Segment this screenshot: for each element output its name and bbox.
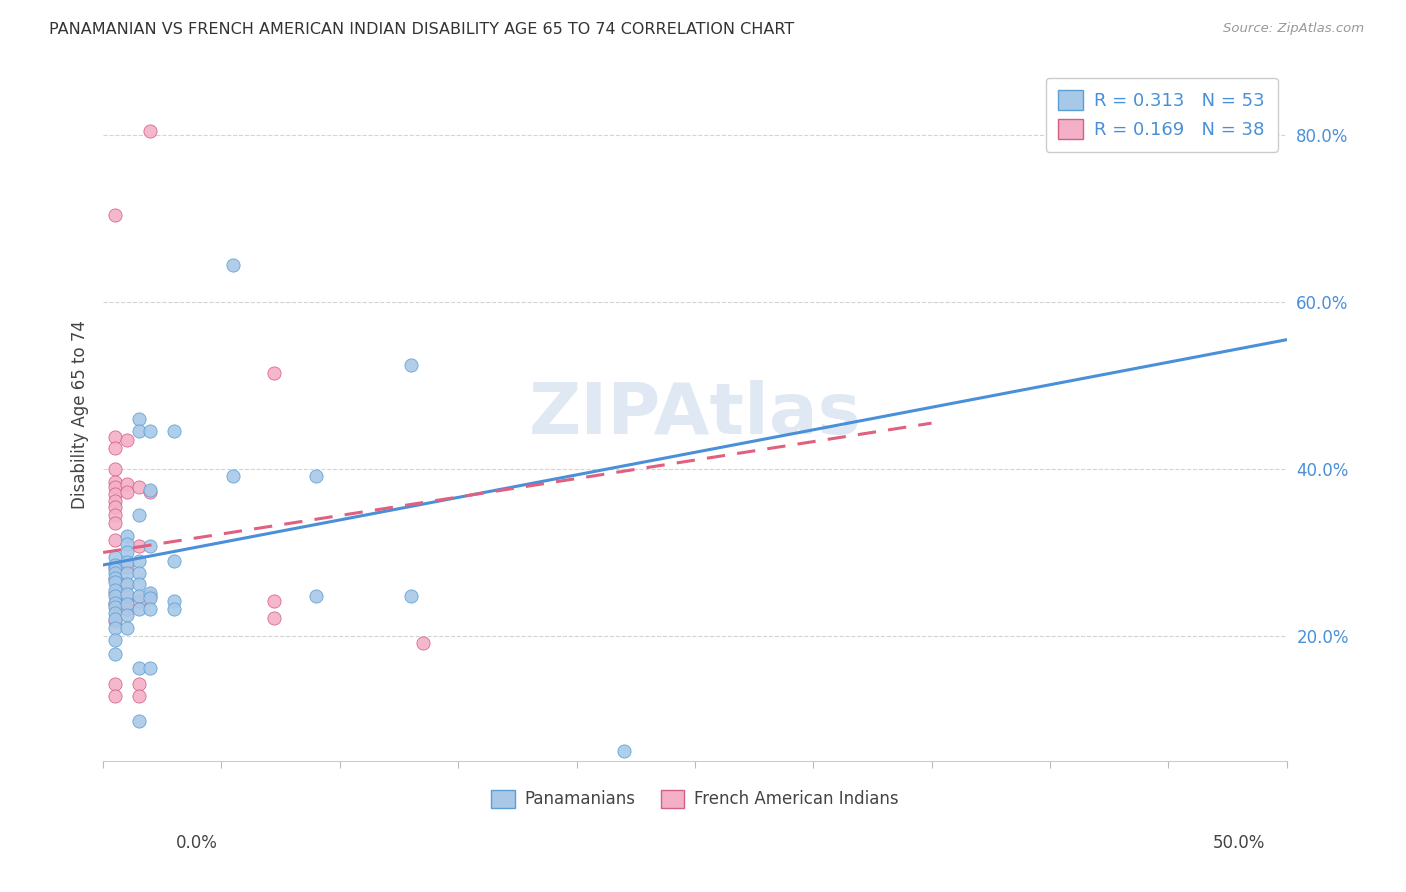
Point xyxy=(115,587,138,601)
Point xyxy=(139,585,162,599)
Point xyxy=(104,516,127,531)
Point xyxy=(115,577,138,591)
Point xyxy=(263,594,285,608)
Point xyxy=(128,714,150,728)
Point xyxy=(128,508,150,522)
Text: PANAMANIAN VS FRENCH AMERICAN INDIAN DISABILITY AGE 65 TO 74 CORRELATION CHART: PANAMANIAN VS FRENCH AMERICAN INDIAN DIS… xyxy=(49,22,794,37)
Point xyxy=(104,606,127,620)
Legend: Panamanians, French American Indians: Panamanians, French American Indians xyxy=(485,783,905,815)
Point xyxy=(128,425,150,439)
Point xyxy=(104,677,127,691)
Point xyxy=(222,258,245,272)
Point xyxy=(104,493,127,508)
Point xyxy=(104,487,127,501)
Point xyxy=(104,595,127,609)
Point xyxy=(104,582,127,597)
Point xyxy=(115,485,138,500)
Point xyxy=(115,589,138,603)
Point xyxy=(128,689,150,703)
Point xyxy=(128,589,150,603)
Point xyxy=(104,570,127,584)
Text: 0.0%: 0.0% xyxy=(176,834,218,852)
Point xyxy=(104,500,127,514)
Point xyxy=(128,660,150,674)
Point xyxy=(104,585,127,599)
Point xyxy=(163,594,186,608)
Point xyxy=(163,425,186,439)
Point xyxy=(139,483,162,497)
Point xyxy=(115,597,138,611)
Point xyxy=(104,430,127,444)
Point xyxy=(263,610,285,624)
Point xyxy=(115,433,138,447)
Point xyxy=(104,572,127,586)
Point xyxy=(104,647,127,661)
Point xyxy=(104,621,127,635)
Point xyxy=(104,589,127,603)
Point xyxy=(128,677,150,691)
Point xyxy=(115,545,138,559)
Point xyxy=(139,539,162,553)
Point xyxy=(104,566,127,581)
Point xyxy=(139,589,162,603)
Point xyxy=(104,597,127,611)
Point xyxy=(613,744,636,758)
Point xyxy=(128,594,150,608)
Y-axis label: Disability Age 65 to 74: Disability Age 65 to 74 xyxy=(72,320,89,509)
Text: 50.0%: 50.0% xyxy=(1213,834,1265,852)
Point xyxy=(305,468,328,483)
Point xyxy=(104,558,127,572)
Point xyxy=(139,591,162,606)
Point xyxy=(412,635,434,649)
Point xyxy=(104,560,127,574)
Point xyxy=(104,475,127,489)
Point xyxy=(115,608,138,623)
Point xyxy=(139,124,162,138)
Point xyxy=(115,577,138,591)
Point xyxy=(115,477,138,491)
Point xyxy=(115,560,138,574)
Point xyxy=(104,508,127,522)
Point xyxy=(115,621,138,635)
Point xyxy=(128,577,150,591)
Point xyxy=(115,556,138,570)
Point xyxy=(139,660,162,674)
Point xyxy=(104,533,127,547)
Point xyxy=(104,612,127,626)
Point xyxy=(104,480,127,494)
Point xyxy=(139,425,162,439)
Point xyxy=(163,602,186,616)
Point xyxy=(104,689,127,703)
Point xyxy=(263,366,285,380)
Point xyxy=(104,599,127,614)
Point xyxy=(128,480,150,494)
Point xyxy=(399,589,422,603)
Point xyxy=(128,412,150,426)
Point xyxy=(115,529,138,543)
Point xyxy=(128,554,150,568)
Point xyxy=(399,358,422,372)
Point xyxy=(115,602,138,616)
Point xyxy=(305,589,328,603)
Point xyxy=(104,549,127,564)
Point xyxy=(222,468,245,483)
Point xyxy=(104,574,127,589)
Point xyxy=(128,602,150,616)
Point xyxy=(104,462,127,476)
Point xyxy=(115,566,138,581)
Point xyxy=(139,602,162,616)
Text: ZIPAtlas: ZIPAtlas xyxy=(529,380,862,450)
Point xyxy=(163,554,186,568)
Point xyxy=(115,537,138,551)
Point xyxy=(128,566,150,581)
Point xyxy=(104,562,127,576)
Point xyxy=(139,485,162,500)
Point xyxy=(104,441,127,455)
Point xyxy=(104,614,127,628)
Point xyxy=(104,633,127,648)
Point xyxy=(104,208,127,222)
Point xyxy=(128,539,150,553)
Text: Source: ZipAtlas.com: Source: ZipAtlas.com xyxy=(1223,22,1364,36)
